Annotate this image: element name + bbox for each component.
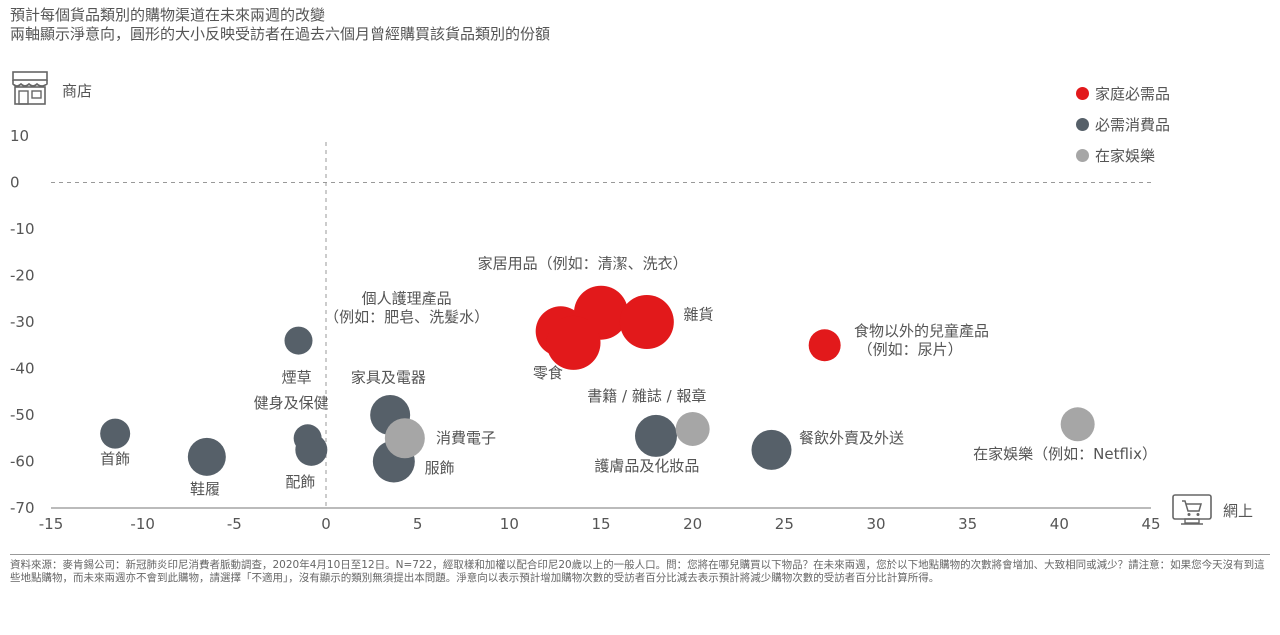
bubble-label: 雜貨 <box>684 306 714 324</box>
x-tick-label: 35 <box>958 515 977 533</box>
bubble-label: 家居用品（例如：清潔、洗衣） <box>478 255 688 273</box>
bubble-label: 在家娛樂（例如：Netflix） <box>973 445 1157 463</box>
bubble <box>808 329 841 362</box>
x-tick-label: 15 <box>591 515 610 533</box>
bubble-label: 家具及電器 <box>351 368 426 386</box>
bubble <box>751 429 792 470</box>
legend-label: 在家娛樂 <box>1095 147 1156 165</box>
bubble <box>187 437 226 476</box>
x-tick-label: 40 <box>1050 515 1069 533</box>
legend-dot <box>1076 149 1089 162</box>
store-label: 商店 <box>62 82 93 100</box>
bubble-label: 消費電子 <box>436 429 496 447</box>
y-tick-label: -60 <box>10 453 35 471</box>
bubble-label: 護膚品及化妝品 <box>594 457 699 475</box>
legend-label: 必需消費品 <box>1095 116 1171 134</box>
title-line-2: 兩軸顯示淨意向，圓形的大小反映受訪者在過去六個月曾經購買該貨品類別的份額 <box>10 25 551 43</box>
x-tick-label: 5 <box>413 515 423 533</box>
bubble <box>546 315 601 370</box>
x-tick-label: 25 <box>775 515 794 533</box>
x-tick-label: 10 <box>500 515 519 533</box>
x-tick-label: 30 <box>866 515 885 533</box>
footer-divider <box>10 554 1270 555</box>
bubble <box>635 414 677 457</box>
x-tick-label: -5 <box>227 515 242 533</box>
y-tick-label: -10 <box>10 220 35 238</box>
legend-item-household: 家庭必需品 <box>1076 78 1170 109</box>
y-tick-label: -30 <box>10 313 35 331</box>
bubble-label: 零食 <box>533 364 563 382</box>
scatter-chart: 100-10-20-30-40-50-60-70-15 -10 -5 0 5 10 15 20… <box>10 127 1161 533</box>
bubble-label: 食物以外的兒童產品 <box>854 322 989 340</box>
y-tick-label: 0 <box>10 174 20 192</box>
y-tick-label: -40 <box>10 360 35 378</box>
bubble-label: （例如：肥皂、洗髮水） <box>324 308 489 326</box>
y-tick-label: -70 <box>10 499 35 517</box>
legend-dot <box>1076 118 1089 131</box>
legend-dot <box>1076 87 1089 100</box>
bubble <box>384 418 425 459</box>
bubble-label: 首飾 <box>100 450 130 468</box>
x-tick-label: -10 <box>130 515 155 533</box>
x-tick-label: 0 <box>321 515 331 533</box>
x-tick-label: 45 <box>1141 515 1160 533</box>
online-shopping-icon <box>1172 494 1212 525</box>
chart-title: 預計每個貨品類別的購物渠道在未來兩週的改變 兩軸顯示淨意向，圓形的大小反映受訪者… <box>10 6 550 44</box>
bubble-label: 鞋履 <box>190 480 220 498</box>
x-tick-label: 20 <box>683 515 702 533</box>
x-tick-label: -15 <box>39 515 64 533</box>
title-line-1: 預計每個貨品類別的購物渠道在未來兩週的改變 <box>10 6 326 24</box>
bubble <box>675 411 710 446</box>
bubble-label: 煙草 <box>282 368 312 386</box>
bubble <box>1060 407 1095 442</box>
online-label: 網上 <box>1223 502 1254 520</box>
bubble <box>619 295 674 349</box>
bubble <box>100 418 131 449</box>
bubble-label: 個人護理產品 <box>362 289 452 307</box>
bubble-label: 健身及保健 <box>254 394 329 412</box>
y-tick-label: -50 <box>10 406 35 424</box>
bubble <box>295 433 328 466</box>
bubble-label: （例如：尿片） <box>858 341 963 359</box>
store-icon <box>12 71 48 105</box>
bubble-label: 服飾 <box>425 459 455 477</box>
legend: 家庭必需品 必需消費品 在家娛樂 <box>1076 78 1170 171</box>
footnote: 資料來源：麥肯錫公司：新冠肺炎印尼消費者脈動調查，2020年4月10日至12日。… <box>10 559 1265 584</box>
legend-item-essentials: 必需消費品 <box>1076 109 1170 140</box>
legend-label: 家庭必需品 <box>1095 85 1171 103</box>
y-tick-label: 10 <box>10 127 29 145</box>
y-tick-label: -20 <box>10 267 35 285</box>
bubble-label: 書籍 / 雜誌 / 報章 <box>587 387 706 405</box>
legend-item-entertainment: 在家娛樂 <box>1076 140 1170 171</box>
bubble <box>284 326 313 355</box>
bubble-label: 餐飲外賣及外送 <box>799 429 904 447</box>
bubble-label: 配飾 <box>285 473 315 491</box>
